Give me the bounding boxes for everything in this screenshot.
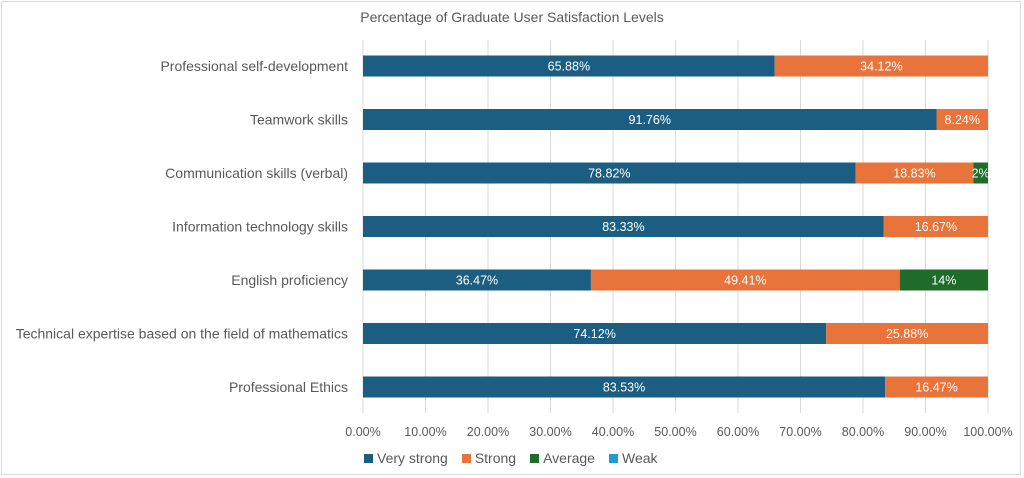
legend-label: Strong xyxy=(474,450,517,466)
bar-segment-strong xyxy=(855,162,974,184)
data-label: 16.47% xyxy=(915,381,957,395)
legend-swatch xyxy=(530,453,540,463)
x-tick-label: 80.00% xyxy=(842,425,884,439)
category-label: Professional Ethics xyxy=(229,379,348,395)
data-label: 65.88% xyxy=(548,60,590,74)
bar-segment-strong xyxy=(590,269,900,291)
category-label: Teamwork skills xyxy=(250,112,348,128)
x-tick-label: 70.00% xyxy=(779,425,821,439)
bar-segment-strong xyxy=(774,55,988,77)
category-label: Professional self-development xyxy=(160,58,348,74)
bar-segment-very-strong xyxy=(363,109,937,130)
bar-segment-very-strong xyxy=(363,55,775,77)
data-label: 83.53% xyxy=(603,381,645,395)
x-tick-labels: 0.00% 10.00% 20.00% 30.00% 40.00% 50.00% 60.00… xyxy=(345,425,1012,439)
data-label: 78.82% xyxy=(588,167,630,181)
legend-swatch xyxy=(608,453,618,463)
data-label: 83.33% xyxy=(602,220,644,234)
data-label: 14% xyxy=(931,274,956,288)
bar-segment-very-strong xyxy=(363,323,827,344)
bars: 65.88% 34.12% 91.76% 8.24% 78.82% 18.83% 2% 83.… xyxy=(363,55,990,398)
data-label: 2% xyxy=(972,167,990,181)
data-label: 16.67% xyxy=(915,220,957,234)
data-label: 25.88% xyxy=(886,327,928,341)
legend-item: Average xyxy=(530,450,595,466)
bar-segment-strong xyxy=(936,109,988,130)
bar-segment-very-strong xyxy=(363,269,591,291)
bar-segment-average xyxy=(973,162,988,184)
legend-item: Very strong xyxy=(364,450,448,466)
bar-segment-strong xyxy=(826,323,988,344)
data-label: 49.41% xyxy=(724,274,766,288)
x-tick-label: 20.00% xyxy=(467,425,509,439)
category-label: Communication skills (verbal) xyxy=(165,165,348,181)
data-label: 18.83% xyxy=(893,167,935,181)
legend-label: Average xyxy=(543,450,595,466)
legend-swatch xyxy=(461,453,471,463)
legend-swatch xyxy=(364,453,373,463)
legend-item: Strong xyxy=(461,450,517,466)
legend-label: Very strong xyxy=(377,450,448,466)
x-tick-label: 0.00% xyxy=(345,425,380,439)
data-label: 8.24% xyxy=(945,113,980,127)
bar-segment-very-strong xyxy=(363,162,856,184)
data-label: 74.12% xyxy=(573,327,615,341)
x-tick-label: 60.00% xyxy=(717,425,759,439)
legend: Very strong Strong Average Weak xyxy=(364,450,658,466)
bar-segment-average xyxy=(899,269,988,291)
x-tick-label: 90.00% xyxy=(904,425,946,439)
bar-segment-very-strong xyxy=(363,216,884,237)
category-label: Information technology skills xyxy=(172,219,348,235)
bar-segment-very-strong xyxy=(363,376,886,398)
x-tick-label: 100.00% xyxy=(963,425,1012,439)
x-tick-label: 50.00% xyxy=(654,425,696,439)
category-label: English proficiency xyxy=(231,272,348,288)
x-tick-label: 40.00% xyxy=(592,425,634,439)
category-labels: Professional self-development Teamwork sk… xyxy=(16,58,348,395)
legend-label: Weak xyxy=(621,450,658,466)
legend-item: Weak xyxy=(608,450,658,466)
bar-segment-strong xyxy=(885,376,988,398)
data-label: 34.12% xyxy=(860,60,902,74)
data-label: 36.47% xyxy=(456,274,498,288)
chart-title: Percentage of Graduate User Satisfaction… xyxy=(360,9,664,25)
category-label: Technical expertise based on the field o… xyxy=(16,326,348,342)
x-tick-label: 10.00% xyxy=(404,425,446,439)
x-tick-label: 30.00% xyxy=(529,425,571,439)
bar-segment-strong xyxy=(883,216,988,237)
data-label: 91.76% xyxy=(629,113,671,127)
